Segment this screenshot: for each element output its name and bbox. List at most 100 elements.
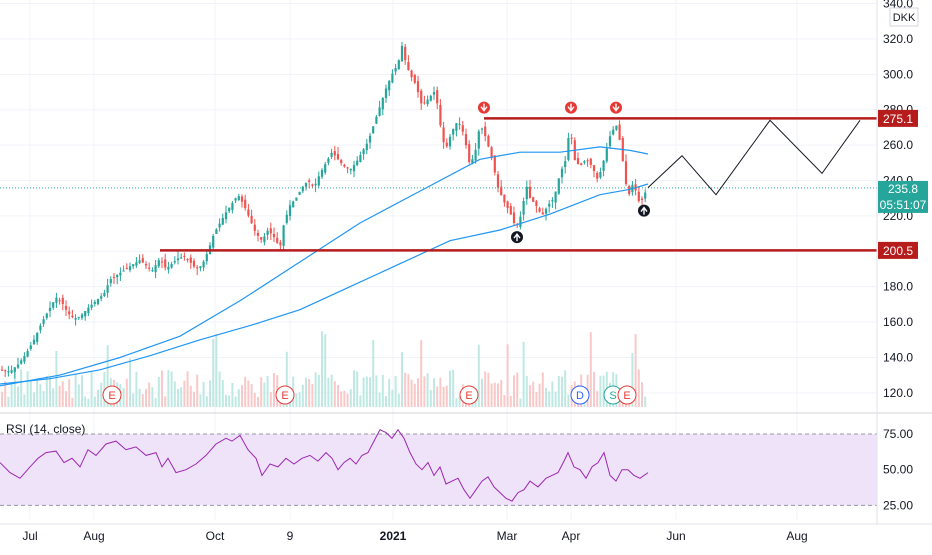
volume-bar	[378, 392, 381, 407]
volume-bar	[484, 371, 487, 407]
volume-bar	[84, 396, 87, 407]
volume-bar	[58, 385, 61, 407]
volume-bar	[519, 398, 522, 407]
candle-body	[349, 168, 352, 171]
rsi-title[interactable]: RSI (14, close)	[6, 422, 85, 436]
volume-bar	[426, 373, 429, 407]
arrow-down-icon	[480, 103, 488, 112]
volume-bar	[372, 339, 375, 407]
rsi-scale[interactable]: 25.00 50.00 75.00	[883, 427, 913, 512]
volume-bar	[177, 388, 179, 407]
volume-bar	[525, 375, 528, 407]
currency-label: DKK	[893, 12, 916, 24]
candle-body	[7, 371, 10, 373]
candle-body	[58, 300, 61, 302]
candle-body	[4, 370, 7, 372]
volume-bar	[42, 391, 45, 407]
projection-path[interactable]	[647, 119, 861, 196]
volume-bar	[388, 378, 391, 407]
volume-bar	[365, 376, 368, 407]
candle-body	[407, 62, 410, 71]
volume-bar	[7, 396, 10, 407]
candle-body	[592, 165, 596, 172]
candle-body	[68, 311, 71, 315]
candle-body	[410, 70, 413, 78]
volume-bar	[97, 389, 99, 407]
candle-body	[96, 299, 100, 305]
candle-body	[61, 297, 64, 305]
candle-body	[164, 259, 167, 268]
candle-body	[141, 258, 144, 263]
candle-body	[496, 174, 500, 188]
candle-body	[500, 186, 503, 196]
volume-bar	[381, 374, 384, 407]
candle-body	[605, 148, 608, 162]
volume-bar	[33, 392, 35, 407]
candle-body	[20, 360, 23, 364]
candle-body	[512, 212, 516, 223]
currency-badge[interactable]	[889, 7, 919, 27]
candle-body	[586, 160, 589, 162]
volume-bar	[122, 387, 125, 407]
volume-bar	[141, 394, 144, 407]
time-tick-label: Jun	[666, 529, 685, 543]
candle-body	[138, 260, 141, 263]
candle-body	[80, 314, 84, 318]
candle-body	[202, 261, 205, 268]
candle-body	[384, 88, 388, 99]
volume-bar	[410, 379, 413, 407]
rsi-line	[0, 428, 649, 502]
last-price-tag: 235.8 05:51:07	[878, 180, 928, 213]
candle-body	[125, 267, 128, 269]
volume-bar	[250, 384, 253, 407]
volume-bar	[634, 334, 637, 407]
price-tick-label: 120.0	[883, 386, 913, 400]
candle-body	[324, 164, 327, 173]
volume-bar	[538, 383, 541, 407]
time-axis[interactable]: Jul Aug Oct 9 2021 Mar Apr Jun Aug	[22, 529, 807, 543]
candle-body	[343, 164, 346, 167]
volume-bar	[157, 377, 160, 407]
volume-bar	[436, 386, 439, 407]
candle-body	[503, 194, 506, 203]
candle-body	[560, 168, 564, 178]
candle-body	[458, 124, 461, 126]
volume-bar	[186, 371, 189, 407]
volume-bar	[71, 397, 74, 407]
candle-body	[484, 126, 487, 137]
candle-body	[439, 105, 442, 126]
candle-body	[327, 158, 330, 163]
volume-bar	[481, 378, 483, 407]
candle-body	[564, 161, 567, 168]
volume-bar	[93, 396, 96, 407]
candle-body	[368, 135, 372, 143]
candle-body	[544, 208, 548, 214]
candle-body	[455, 123, 458, 131]
candle-body	[116, 274, 119, 278]
time-tick-label: 9	[287, 529, 294, 543]
candle-body	[381, 97, 384, 110]
volume-bar	[554, 391, 557, 407]
candle-body	[388, 80, 391, 91]
candle-body	[196, 267, 199, 269]
volume-bar	[557, 375, 560, 407]
volume-bar	[413, 383, 416, 407]
volume-bar	[148, 382, 151, 407]
price-tick-label: 140.0	[883, 350, 913, 364]
volume-bar	[221, 380, 224, 407]
candle-body	[509, 206, 512, 215]
candle-body	[599, 172, 602, 178]
rsi-tick-label: 75.00	[883, 427, 913, 441]
candle-body	[391, 73, 394, 83]
candle-body	[333, 151, 336, 156]
candle-body	[199, 266, 202, 269]
candle-body	[442, 127, 445, 143]
candle-body	[340, 159, 343, 164]
candle-body	[308, 180, 311, 182]
candle-body	[151, 270, 154, 272]
candle-body	[42, 319, 45, 324]
candle-body	[474, 149, 477, 161]
candles	[0, 41, 647, 379]
